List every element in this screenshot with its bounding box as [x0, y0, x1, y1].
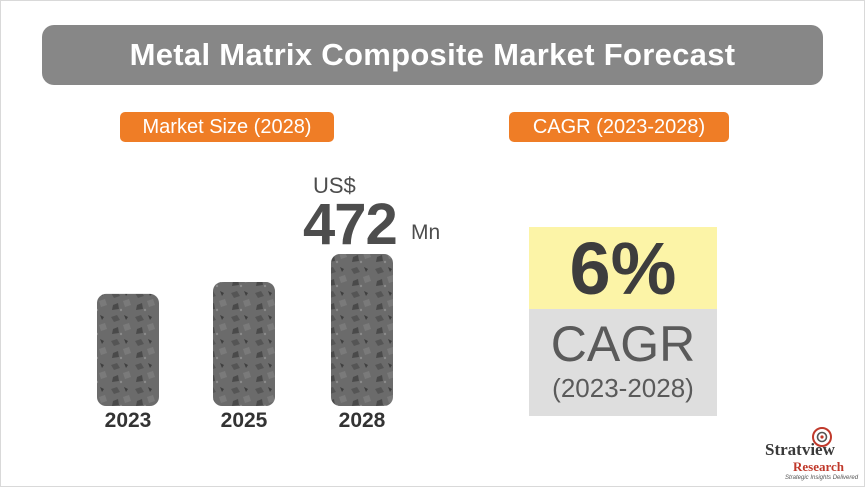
page-title: Metal Matrix Composite Market Forecast — [129, 37, 736, 72]
cagr-word: CAGR — [550, 316, 696, 372]
market-value: US$ 472 Mn — [303, 173, 453, 257]
category-label-2023: 2023 — [105, 409, 152, 432]
cagr-label: CAGR (2023-2028) — [509, 112, 729, 142]
brand-logo: Stratview Research Strategic Insights De… — [761, 426, 861, 482]
brand-tagline: Strategic Insights Delivered — [785, 475, 859, 481]
brand-name: Stratview — [765, 440, 835, 459]
title-bar: Metal Matrix Composite Market Forecast — [42, 25, 823, 85]
category-label-2028: 2028 — [339, 409, 386, 432]
brand-sub: Research — [793, 459, 845, 474]
target-icon — [812, 427, 832, 447]
cagr-period: (2023-2028) — [552, 373, 694, 403]
cagr-highlight: 6% — [529, 226, 717, 310]
bar-2028 — [331, 254, 393, 406]
bar-chart: 2023 2025 2028 — [97, 254, 393, 432]
market-size-label: Market Size (2028) — [120, 112, 334, 142]
category-label-2025: 2025 — [221, 409, 268, 432]
currency-label: US$ — [313, 173, 356, 198]
market-value-number: 472 — [303, 192, 398, 257]
bars-group — [97, 254, 393, 406]
cagr-value: 6% — [569, 226, 677, 310]
bar-2025 — [213, 282, 275, 406]
unit-label: Mn — [411, 221, 441, 244]
bar-2023 — [97, 293, 159, 406]
cagr-block: 6% CAGR (2023-2028) — [529, 227, 717, 416]
category-labels: 2023 2025 2028 — [105, 409, 386, 432]
cagr-caption: CAGR (2023-2028) — [529, 309, 717, 416]
